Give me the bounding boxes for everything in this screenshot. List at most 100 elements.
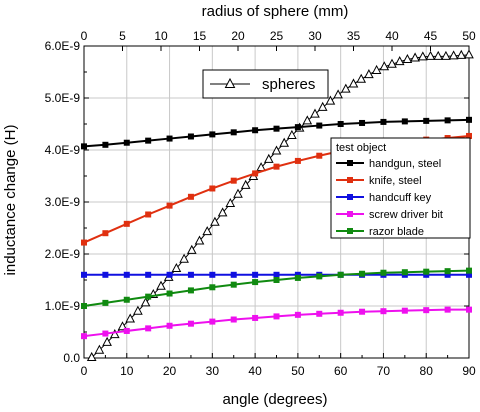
marker-razor-blade bbox=[337, 271, 344, 278]
marker-screw-driver-bit bbox=[359, 308, 366, 315]
marker-spheres bbox=[186, 244, 197, 254]
marker-screw-driver-bit bbox=[401, 307, 408, 314]
marker-handgun-steel bbox=[337, 121, 344, 127]
marker-spheres bbox=[86, 351, 97, 361]
marker-knife-steel bbox=[166, 202, 173, 209]
marker-handcuff-key bbox=[466, 271, 472, 278]
marker-spheres bbox=[210, 216, 220, 226]
spheres-legend-label: spheres bbox=[262, 76, 315, 93]
marker-spheres bbox=[271, 145, 282, 155]
marker-handgun-steel bbox=[359, 119, 366, 126]
spheres-legend-marker bbox=[224, 77, 236, 88]
marker-handcuff-key bbox=[209, 271, 216, 278]
marker-spheres bbox=[125, 313, 136, 323]
x-tick-label: 80 bbox=[420, 364, 434, 378]
marker-razor-blade bbox=[123, 296, 130, 303]
x-tick-label: 0 bbox=[81, 364, 88, 378]
marker-knife-steel bbox=[209, 185, 216, 192]
legend-box bbox=[330, 137, 471, 239]
marker-knife-steel bbox=[81, 239, 87, 246]
legend-title: test object bbox=[336, 142, 386, 154]
marker-knife-steel bbox=[187, 193, 194, 200]
marker-handgun-steel bbox=[444, 117, 451, 124]
x-tick-label: 50 bbox=[291, 364, 305, 378]
marker-handgun-steel bbox=[466, 116, 472, 123]
x2-tick-label: 40 bbox=[385, 29, 399, 43]
marker-screw-driver-bit bbox=[380, 308, 387, 315]
marker-handcuff-key bbox=[145, 271, 152, 278]
x2-tick-label: 45 bbox=[424, 29, 438, 43]
marker-spheres bbox=[202, 226, 213, 236]
marker-spheres bbox=[441, 50, 451, 60]
marker-handcuff-key bbox=[166, 271, 173, 278]
marker-handcuff-key bbox=[187, 271, 194, 278]
marker-spheres bbox=[425, 50, 436, 60]
marker-razor-blade bbox=[423, 268, 430, 275]
marker-handcuff-key bbox=[444, 271, 451, 278]
legend-marker-handgun-steel bbox=[347, 160, 353, 166]
y-tick-label: 5.0E-9 bbox=[45, 91, 81, 105]
spheres-legend: spheres bbox=[202, 69, 329, 99]
marker-spheres bbox=[456, 49, 467, 59]
axis-ticks: 0 10 20 30 40 50 60 70 80 90 0 5 10 15 20 25 30 35 40 45 50 0… bbox=[45, 29, 476, 378]
marker-handcuff-key bbox=[123, 271, 130, 278]
marker-spheres bbox=[340, 83, 351, 93]
marker-handgun-steel bbox=[401, 118, 408, 125]
x-tick-label: 40 bbox=[248, 364, 262, 378]
marker-spheres bbox=[156, 280, 166, 290]
marker-razor-blade bbox=[102, 299, 109, 306]
legend-marker-knife-steel bbox=[347, 177, 353, 183]
marker-spheres bbox=[171, 262, 182, 273]
marker-handcuff-key bbox=[81, 271, 87, 278]
y-tick-label: 6.0E-9 bbox=[45, 39, 81, 53]
marker-spheres bbox=[140, 297, 151, 307]
marker-spheres bbox=[279, 137, 290, 147]
marker-knife-steel bbox=[102, 230, 109, 237]
marker-handcuff-key bbox=[230, 271, 237, 278]
marker-handgun-steel bbox=[102, 141, 109, 148]
marker-spheres bbox=[225, 197, 236, 208]
marker-spheres bbox=[194, 235, 205, 245]
marker-handgun-steel bbox=[252, 127, 259, 134]
marker-spheres bbox=[310, 108, 320, 118]
marker-spheres bbox=[410, 52, 420, 62]
marker-razor-blade bbox=[466, 267, 472, 274]
marker-handgun-steel bbox=[294, 124, 301, 131]
marker-spheres bbox=[348, 78, 359, 88]
marker-handgun-steel bbox=[145, 137, 152, 144]
marker-screw-driver-bit bbox=[81, 333, 87, 340]
legend-marker-handcuff-key bbox=[347, 194, 353, 200]
marker-handgun-steel bbox=[123, 139, 130, 146]
marker-screw-driver-bit bbox=[466, 306, 472, 313]
marker-handcuff-key bbox=[102, 271, 109, 278]
marker-spheres bbox=[417, 51, 428, 61]
marker-spheres bbox=[325, 95, 336, 105]
marker-screw-driver-bit bbox=[166, 322, 173, 329]
marker-knife-steel bbox=[252, 170, 259, 177]
marker-razor-blade bbox=[401, 269, 408, 276]
marker-razor-blade bbox=[252, 279, 259, 286]
y-tick-label: 3.0E-9 bbox=[45, 195, 81, 209]
marker-handcuff-key bbox=[252, 271, 259, 278]
marker-screw-driver-bit bbox=[230, 316, 237, 323]
marker-screw-driver-bit bbox=[337, 309, 344, 316]
marker-handcuff-key bbox=[273, 271, 280, 278]
top-axis-label: radius of sphere (mm) bbox=[202, 3, 349, 20]
marker-screw-driver-bit bbox=[444, 306, 451, 313]
marker-spheres bbox=[302, 115, 313, 125]
marker-spheres bbox=[364, 69, 374, 79]
legend-items: handgun, steel knife, steel handcuff key sc… bbox=[336, 158, 443, 238]
marker-spheres bbox=[387, 58, 397, 68]
marker-handgun-steel bbox=[187, 133, 194, 140]
marker-spheres bbox=[109, 329, 120, 339]
x2-tick-label: 30 bbox=[308, 29, 322, 43]
marker-razor-blade bbox=[444, 268, 451, 275]
marker-screw-driver-bit bbox=[252, 314, 259, 321]
legend-marker-screw-driver-bit bbox=[347, 211, 353, 217]
x2-tick-label: 15 bbox=[193, 29, 207, 43]
bottom-axis-label: angle (degrees) bbox=[222, 391, 327, 408]
marker-spheres bbox=[464, 49, 474, 59]
marker-razor-blade bbox=[187, 287, 194, 294]
y-axis-label: inductance change (H) bbox=[2, 125, 19, 276]
legend-marker-razor-blade bbox=[347, 228, 353, 234]
